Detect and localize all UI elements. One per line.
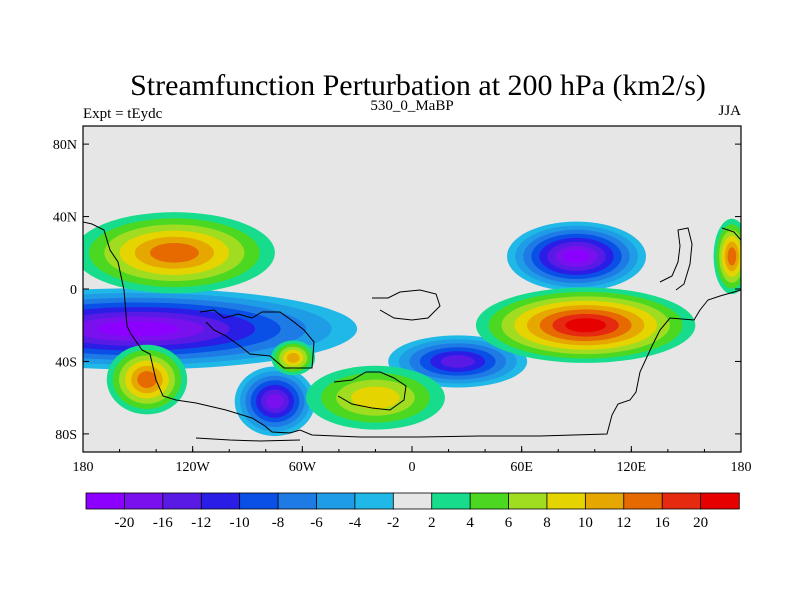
colorbar-swatch-6 xyxy=(316,492,356,510)
coastline-maritime xyxy=(659,227,693,291)
colorbar-label-10: 6 xyxy=(505,515,513,531)
colorbar-swatch-15 xyxy=(661,492,702,510)
x-tick-label-0: 180 xyxy=(73,460,94,475)
colorbar: -20 -16 -12 -10 -8 -6 -4 -2 2 4 6 8 10 12 16 20 xyxy=(85,492,740,531)
y-tick-label-0: 80N xyxy=(53,138,77,153)
contour-field xyxy=(83,212,741,437)
case-label: 530_0_MaBP xyxy=(370,98,453,114)
x-tick-label-6: 180 xyxy=(731,460,752,475)
colorbar-label-15: 20 xyxy=(693,515,708,531)
y-tick-label-1: 40N xyxy=(53,211,77,226)
contour-feature-0 xyxy=(83,288,358,370)
colorbar-swatch-13 xyxy=(584,492,625,510)
colorbar-label-9: 4 xyxy=(466,515,474,531)
colorbar-label-1: -16 xyxy=(153,515,173,531)
contour-band-3-7 xyxy=(563,249,590,263)
contour-band-0-7 xyxy=(97,321,179,337)
colorbar-swatch-7 xyxy=(354,492,394,510)
coastline-americas xyxy=(83,221,741,438)
coastline-africa xyxy=(199,309,315,369)
colorbar-swatch-14 xyxy=(623,492,663,510)
chart-title: Streamfunction Perturbation at 200 hPa (… xyxy=(130,69,706,102)
colorbar-swatch-3 xyxy=(200,492,241,510)
contour-band-7-3 xyxy=(351,386,400,409)
colorbar-swatch-1 xyxy=(124,492,164,510)
colorbar-label-13: 12 xyxy=(616,515,631,531)
colorbar-swatch-9 xyxy=(431,492,471,510)
x-tick-label-1: 120W xyxy=(176,460,211,475)
colorbar-label-7: -2 xyxy=(387,515,400,531)
colorbar-label-3: -10 xyxy=(230,515,250,531)
coastline-arabia xyxy=(372,289,441,321)
contour-band-2-5 xyxy=(440,355,475,368)
season-label: JJA xyxy=(718,103,741,119)
colorbar-swatch-4 xyxy=(239,492,279,510)
coastline-east xyxy=(721,227,741,241)
contour-feature-3 xyxy=(507,221,646,292)
contour-feature-8 xyxy=(271,340,316,376)
colorbar-swatch-16 xyxy=(700,492,740,510)
colorbar-label-11: 8 xyxy=(543,515,551,531)
colorbar-swatch-12 xyxy=(546,492,587,510)
coastline-south-atlantic xyxy=(195,437,301,442)
colorbar-label-6: -4 xyxy=(349,515,362,531)
contour-band-5-7 xyxy=(565,318,607,333)
colorbar-swatch-11 xyxy=(508,492,548,510)
colorbar-swatch-5 xyxy=(277,492,318,510)
y-tick-label-3: 40S xyxy=(55,355,77,370)
colorbar-label-14: 16 xyxy=(655,515,671,531)
colorbar-swatch-0 xyxy=(85,492,126,510)
colorbar-label-2: -12 xyxy=(191,515,211,531)
colorbar-label-0: -20 xyxy=(114,515,134,531)
coastline-antarctic-bay xyxy=(333,371,407,411)
x-tick-label-5: 120E xyxy=(617,460,647,475)
x-tick-label-3: 0 xyxy=(409,460,416,475)
contour-feature-9 xyxy=(713,218,741,295)
contour-band-9-5 xyxy=(727,247,737,266)
contour-feature-1 xyxy=(234,366,316,437)
contour-feature-7 xyxy=(305,365,445,430)
y-tick-label-4: 80S xyxy=(55,428,77,443)
colorbar-label-8: 2 xyxy=(428,515,436,531)
x-axis: 180 120W 60W 0 60E 120E 180 xyxy=(73,446,752,475)
contour-band-4-5 xyxy=(149,242,199,263)
colorbar-label-4: -8 xyxy=(272,515,285,531)
x-tick-label-2: 60W xyxy=(289,460,317,475)
y-tick-label-2: 0 xyxy=(70,283,77,298)
experiment-label: Expt = tEydc xyxy=(83,106,163,122)
contour-feature-6 xyxy=(106,344,188,415)
contour-feature-4 xyxy=(83,212,275,294)
colorbar-label-5: -6 xyxy=(310,515,323,531)
colorbar-label-12: 10 xyxy=(578,515,593,531)
contour-band-8-4 xyxy=(286,352,300,363)
contour-band-6-5 xyxy=(137,371,157,388)
contour-feature-5 xyxy=(475,287,696,363)
colorbar-swatch-8 xyxy=(392,492,433,510)
y-axis: 80N 40N 0 40S 80S xyxy=(53,138,741,443)
contour-band-1-6 xyxy=(266,393,284,409)
colorbar-swatch-2 xyxy=(162,492,202,510)
colorbar-swatch-10 xyxy=(469,492,510,510)
coastlines xyxy=(83,221,741,442)
x-tick-label-4: 60E xyxy=(510,460,533,475)
